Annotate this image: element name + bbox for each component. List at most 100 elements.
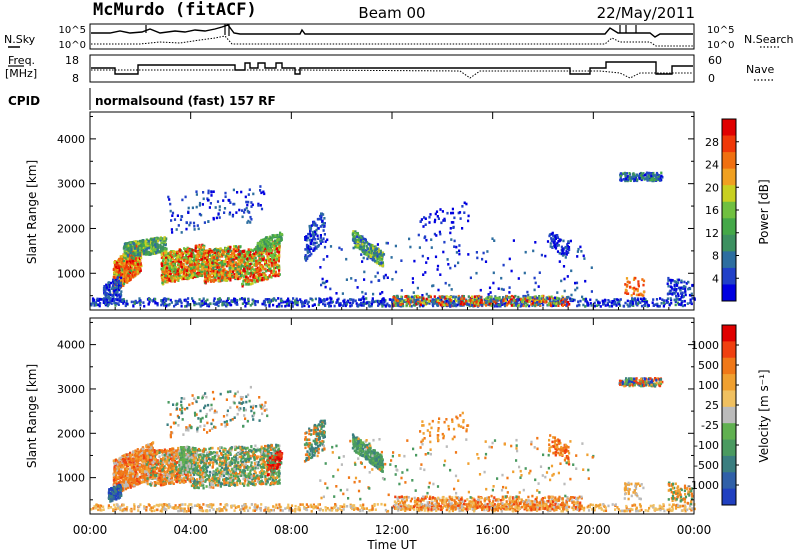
data-cell: [106, 304, 109, 308]
data-cell: [306, 236, 309, 240]
data-cell: [199, 250, 202, 254]
data-cell: [381, 264, 384, 268]
data-cell: [181, 270, 184, 274]
data-cell: [208, 266, 211, 269]
data-cell: [213, 270, 216, 273]
data-cell: [162, 252, 165, 255]
data-cell: [204, 271, 207, 274]
data-cell: [132, 304, 135, 308]
data-cell: [233, 252, 236, 255]
data-cell: [311, 230, 314, 234]
data-cell: [469, 299, 472, 302]
data-cell: [443, 304, 447, 307]
data-cell: [569, 299, 572, 303]
data-cell: [263, 246, 266, 249]
data-cell: [400, 295, 403, 299]
data-cell: [356, 238, 359, 242]
data-cell: [207, 250, 211, 253]
data-cell: [376, 255, 379, 258]
data-cell: [121, 275, 125, 278]
data-cell: [179, 269, 182, 273]
data-cell: [555, 302, 558, 305]
data-cell: [346, 300, 349, 304]
data-cell: [276, 248, 279, 252]
data-cell: [250, 201, 253, 204]
data-cell: [121, 299, 124, 303]
data-cell: [452, 301, 455, 304]
data-cell: [236, 299, 239, 302]
data-cell: [200, 270, 203, 274]
data-cell: [195, 258, 198, 262]
data-cell: [524, 294, 527, 298]
data-cell: [260, 191, 263, 195]
data-cell: [107, 288, 110, 292]
data-cell: [119, 268, 122, 272]
data-cell: [180, 301, 183, 305]
data-cell: [240, 190, 243, 194]
data-cell: [502, 299, 505, 302]
data-cell: [307, 246, 310, 250]
data-cell: [428, 302, 431, 305]
data-cell: [181, 258, 184, 261]
data-cell: [618, 302, 621, 306]
data-cell: [104, 291, 107, 294]
data-cell: [175, 275, 178, 279]
data-cell: [132, 262, 135, 266]
data-cell: [370, 243, 373, 247]
data-cell: [454, 303, 457, 306]
data-cell: [528, 304, 531, 308]
data-cell: [223, 207, 227, 210]
data-cell: [128, 258, 131, 262]
nsky-label: N.Sky: [4, 33, 36, 46]
data-cell: [407, 295, 410, 299]
data-cell: [484, 298, 487, 302]
data-cell: [291, 302, 294, 305]
data-cell: [136, 272, 139, 275]
data-cell: [182, 262, 185, 266]
data-cell: [126, 257, 129, 261]
data-cell: [263, 192, 266, 196]
data-cell: [586, 301, 589, 304]
data-cell: [132, 257, 135, 260]
data-cell: [142, 252, 146, 256]
data-cell: [258, 256, 261, 260]
data-cell: [117, 274, 120, 277]
data-cell: [259, 258, 262, 261]
data-cell: [206, 298, 209, 302]
data-cell: [681, 304, 684, 308]
data-cell: [186, 246, 189, 250]
data-cell: [268, 298, 271, 301]
data-cell: [250, 279, 254, 282]
data-cell: [308, 224, 311, 228]
data-cell: [251, 266, 254, 269]
data-cell: [232, 267, 235, 271]
data-cell: [218, 266, 221, 269]
data-cell: [493, 300, 496, 304]
data-cell: [164, 243, 167, 247]
data-cell: [263, 272, 266, 275]
data-cell: [345, 303, 348, 306]
data-cell: [218, 298, 221, 301]
data-cell: [231, 259, 234, 262]
data-cell: [418, 304, 421, 308]
data-cell: [167, 303, 170, 307]
data-cell: [508, 296, 511, 299]
data-cell: [300, 302, 304, 305]
data-cell: [121, 255, 124, 258]
data-cell: [247, 283, 250, 286]
data-cell: [259, 185, 262, 188]
data-cell: [113, 289, 116, 293]
data-cell: [228, 212, 231, 216]
data-cell: [375, 252, 379, 256]
data-cell: [175, 228, 178, 231]
data-cell: [125, 299, 128, 303]
data-cell: [124, 252, 127, 256]
data-cell: [322, 222, 325, 225]
data-cell: [250, 248, 253, 252]
data-cell: [136, 247, 139, 250]
data-cell: [279, 231, 282, 235]
data-cell: [170, 263, 173, 266]
data-cell: [191, 206, 194, 210]
data-cell: [358, 298, 361, 301]
data-cell: [258, 254, 261, 257]
